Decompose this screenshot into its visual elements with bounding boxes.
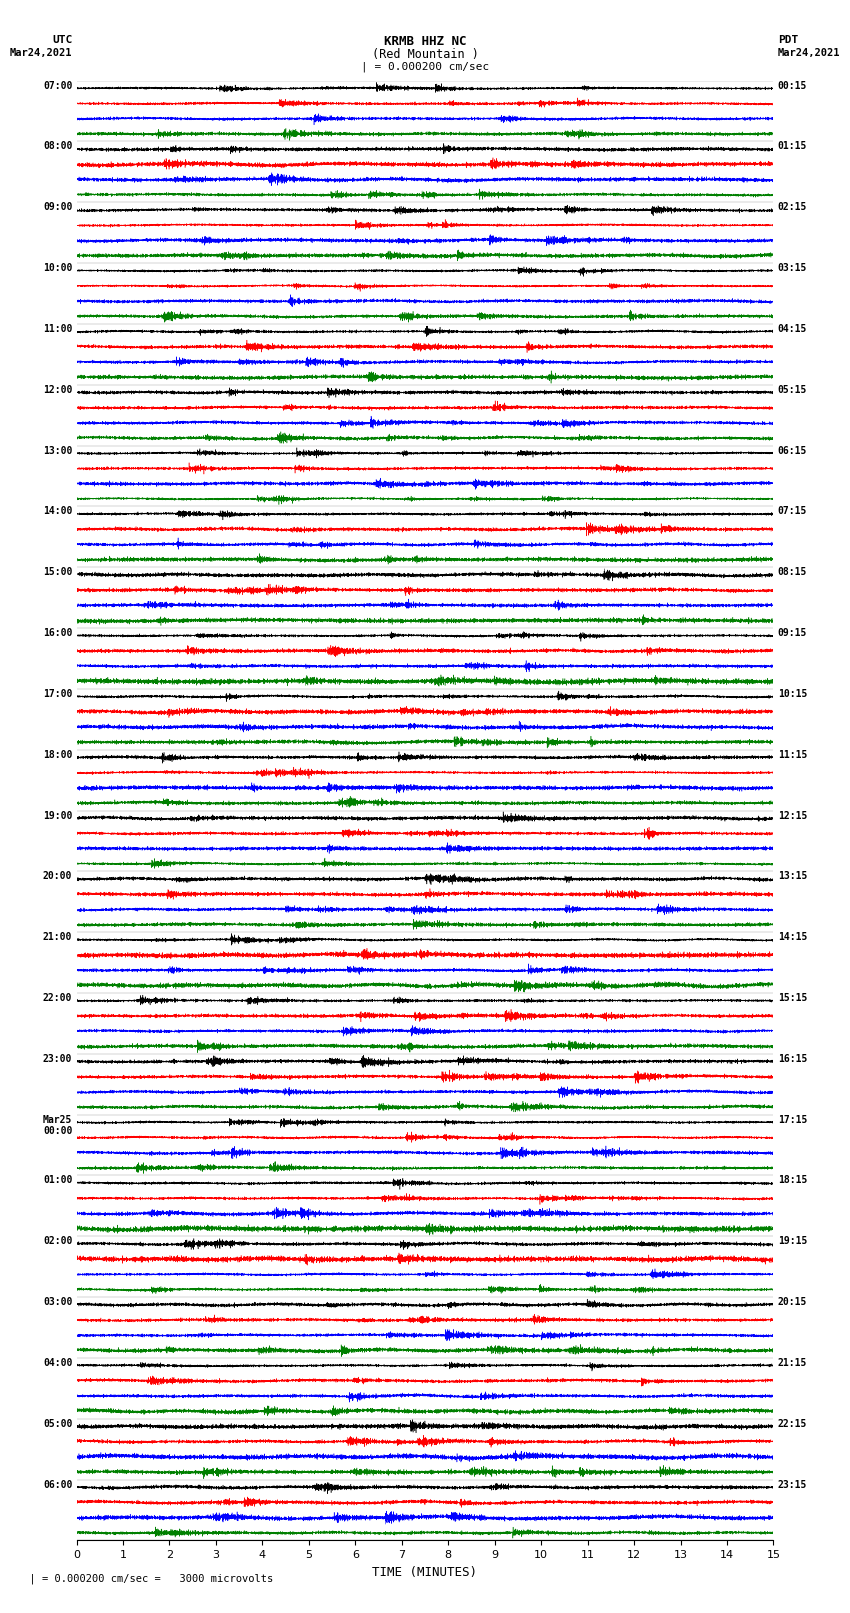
Text: 17:00: 17:00	[42, 689, 72, 698]
Text: 22:00: 22:00	[42, 994, 72, 1003]
Text: 03:00: 03:00	[42, 1297, 72, 1307]
Text: 06:00: 06:00	[42, 1479, 72, 1489]
Text: 14:15: 14:15	[778, 932, 807, 942]
Text: 07:15: 07:15	[778, 506, 807, 516]
Text: 12:00: 12:00	[42, 386, 72, 395]
Text: KRMB HHZ NC: KRMB HHZ NC	[383, 35, 467, 48]
Text: 02:00: 02:00	[42, 1236, 72, 1247]
Text: 08:15: 08:15	[778, 568, 807, 577]
Text: 02:15: 02:15	[778, 202, 807, 213]
Text: 23:15: 23:15	[778, 1479, 807, 1489]
Text: 09:15: 09:15	[778, 627, 807, 639]
Text: Mar24,2021: Mar24,2021	[778, 48, 841, 58]
Text: UTC: UTC	[52, 35, 72, 45]
Text: 11:00: 11:00	[42, 324, 72, 334]
Text: 05:00: 05:00	[42, 1419, 72, 1429]
Text: 06:15: 06:15	[778, 445, 807, 455]
Text: 18:00: 18:00	[42, 750, 72, 760]
Text: 08:00: 08:00	[42, 142, 72, 152]
Text: (Red Mountain ): (Red Mountain )	[371, 48, 479, 61]
X-axis label: TIME (MINUTES): TIME (MINUTES)	[372, 1566, 478, 1579]
Text: 21:00: 21:00	[42, 932, 72, 942]
Text: 23:00: 23:00	[42, 1053, 72, 1065]
Text: 15:00: 15:00	[42, 568, 72, 577]
Text: 04:00: 04:00	[42, 1358, 72, 1368]
Text: 19:15: 19:15	[778, 1236, 807, 1247]
Text: 20:00: 20:00	[42, 871, 72, 881]
Text: PDT: PDT	[778, 35, 798, 45]
Text: 21:15: 21:15	[778, 1358, 807, 1368]
Text: 07:00: 07:00	[42, 81, 72, 90]
Text: 13:00: 13:00	[42, 445, 72, 455]
Text: 13:15: 13:15	[778, 871, 807, 881]
Text: 20:15: 20:15	[778, 1297, 807, 1307]
Text: 04:15: 04:15	[778, 324, 807, 334]
Text: 01:15: 01:15	[778, 142, 807, 152]
Text: 03:15: 03:15	[778, 263, 807, 273]
Text: 18:15: 18:15	[778, 1176, 807, 1186]
Text: Mar25
00:00: Mar25 00:00	[42, 1115, 72, 1136]
Text: 16:15: 16:15	[778, 1053, 807, 1065]
Text: 10:15: 10:15	[778, 689, 807, 698]
Text: 11:15: 11:15	[778, 750, 807, 760]
Text: 01:00: 01:00	[42, 1176, 72, 1186]
Text: Mar24,2021: Mar24,2021	[9, 48, 72, 58]
Text: 15:15: 15:15	[778, 994, 807, 1003]
Text: | = 0.000200 cm/sec =   3000 microvolts: | = 0.000200 cm/sec = 3000 microvolts	[17, 1573, 273, 1584]
Text: 05:15: 05:15	[778, 386, 807, 395]
Text: | = 0.000200 cm/sec: | = 0.000200 cm/sec	[361, 61, 489, 73]
Text: 14:00: 14:00	[42, 506, 72, 516]
Text: 16:00: 16:00	[42, 627, 72, 639]
Text: 19:00: 19:00	[42, 811, 72, 821]
Text: 12:15: 12:15	[778, 811, 807, 821]
Text: 10:00: 10:00	[42, 263, 72, 273]
Text: 09:00: 09:00	[42, 202, 72, 213]
Text: 22:15: 22:15	[778, 1419, 807, 1429]
Text: 17:15: 17:15	[778, 1115, 807, 1124]
Text: 00:15: 00:15	[778, 81, 807, 90]
